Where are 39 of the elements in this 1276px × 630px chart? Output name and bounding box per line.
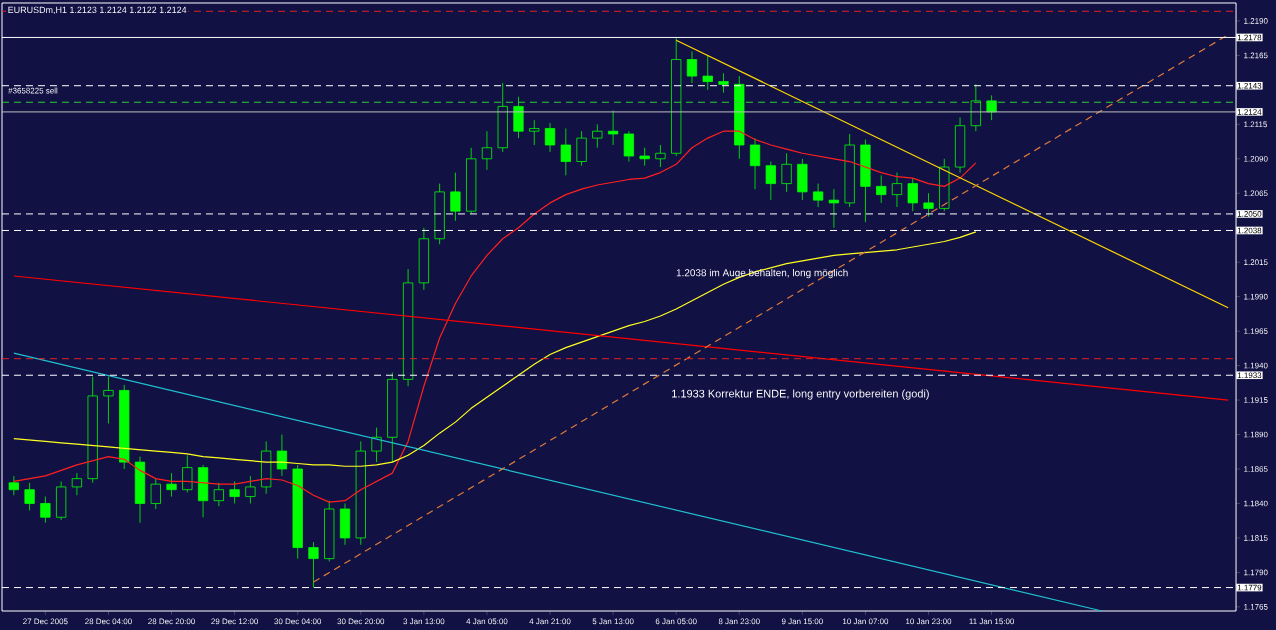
candlestick <box>718 72 729 94</box>
candlestick <box>529 119 540 146</box>
candlestick <box>276 434 288 477</box>
candlestick <box>103 376 114 424</box>
candlestick <box>686 50 698 84</box>
candlestick <box>450 172 461 222</box>
candlestick <box>8 475 19 496</box>
candlestick <box>40 496 51 524</box>
candlestick <box>150 478 161 510</box>
candlestick <box>592 123 603 149</box>
candlestick <box>655 144 666 168</box>
annotation: 1.1933 Korrektur ENDE, long entry vorbereiten (godi) <box>672 389 929 400</box>
candlestick <box>182 454 193 493</box>
candlestick <box>607 110 619 146</box>
candlestick <box>229 481 240 504</box>
candlestick <box>876 174 887 204</box>
candlestick <box>639 147 650 167</box>
candlestick <box>245 475 256 504</box>
candlestick <box>891 172 903 208</box>
candlestick <box>308 541 319 588</box>
candlestick <box>923 192 934 218</box>
annotation: 1.2038 im Auge behalten, long möglich <box>676 268 848 279</box>
candlestick <box>481 130 493 171</box>
candlestick <box>765 161 776 201</box>
candlestick <box>781 152 792 193</box>
candlestick <box>812 183 824 208</box>
candlestick <box>828 188 840 229</box>
candlestick <box>907 177 918 212</box>
candlestick <box>623 130 635 162</box>
candlestick <box>560 128 571 176</box>
candlestick <box>576 130 587 167</box>
candlestick <box>71 472 83 496</box>
candlestick <box>166 472 177 497</box>
candlestick <box>371 427 382 463</box>
candlestick <box>702 54 713 91</box>
candlestick <box>544 122 556 153</box>
chart-title: EURUSDm,H1 1.2123 1.2124 1.2122 1.2124 <box>8 6 187 15</box>
candlestick <box>24 482 35 511</box>
candlestick <box>749 137 761 190</box>
